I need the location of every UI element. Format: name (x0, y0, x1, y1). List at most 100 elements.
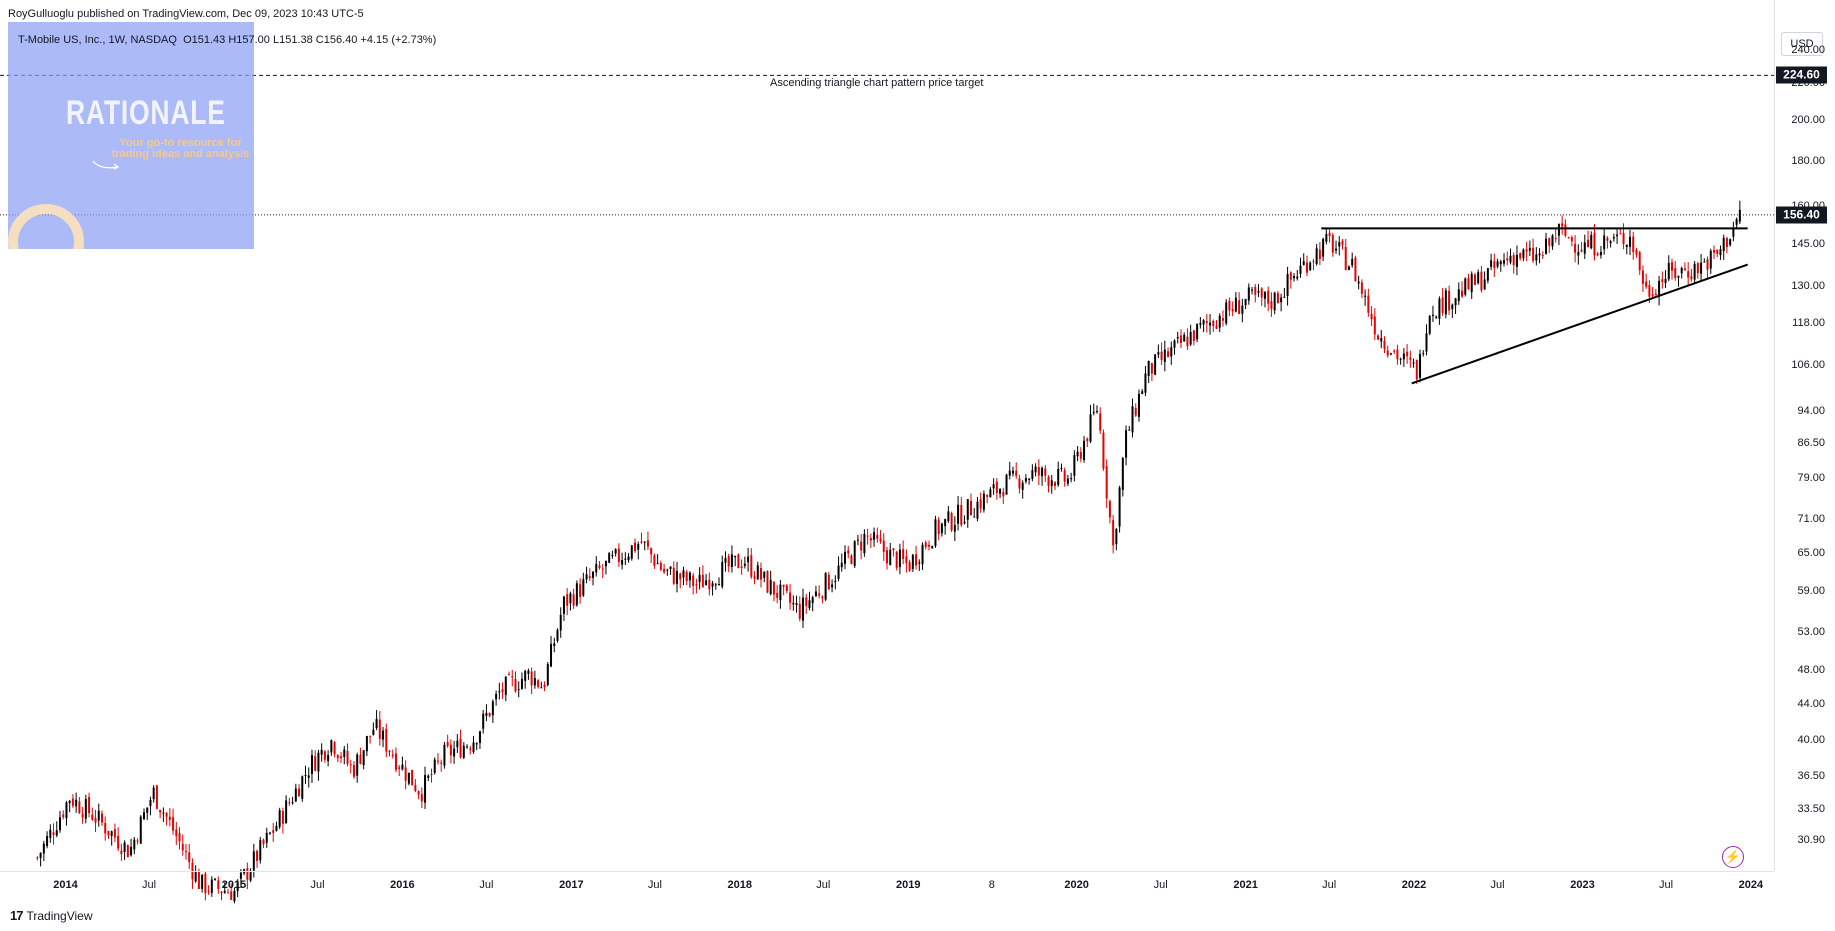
candle-body (1700, 262, 1703, 274)
candle-body (1267, 290, 1270, 304)
candle-body (1257, 290, 1260, 293)
candle-body (1263, 292, 1266, 299)
candle (1658, 275, 1661, 306)
candle-body (701, 574, 704, 588)
candle (834, 575, 837, 590)
candle (375, 710, 378, 731)
price-tick-label: 53.00 (1797, 625, 1825, 638)
candle-body (918, 562, 921, 564)
candle (1360, 279, 1363, 298)
candle (343, 746, 346, 765)
candle-body (1112, 520, 1115, 546)
candle-body (201, 874, 204, 889)
candle-body (1137, 393, 1140, 417)
candle-body (798, 603, 801, 619)
candle-body (1102, 432, 1105, 469)
candle-body (1729, 239, 1732, 246)
candle (924, 540, 927, 550)
candle-body (957, 504, 960, 524)
candle-body (1347, 266, 1350, 271)
candle-body (1619, 233, 1622, 235)
candle-body (482, 713, 485, 729)
candle-body (1131, 406, 1134, 433)
candle (750, 548, 753, 579)
candle-body (892, 548, 895, 551)
candle (950, 511, 953, 533)
candle-body (776, 592, 779, 598)
candle-body (1428, 315, 1431, 334)
time-tick-label: Jul (1490, 879, 1505, 891)
candle-body (940, 523, 943, 534)
candle (239, 869, 242, 888)
candle-body (533, 678, 536, 686)
currency-button[interactable]: USD (1781, 32, 1823, 56)
target-annotation[interactable]: Ascending triangle chart pattern price t… (770, 77, 984, 90)
candle-body (1528, 247, 1531, 251)
candle-body (1538, 253, 1541, 256)
candle-body (46, 835, 49, 847)
candle-body (1060, 468, 1063, 470)
candle-body (1661, 279, 1664, 282)
lightning-icon[interactable]: ⚡ (1722, 846, 1744, 868)
candle (449, 739, 452, 764)
candle-body (210, 879, 213, 893)
candle-body (1367, 295, 1370, 313)
candle-body (1515, 254, 1518, 267)
candle-body (730, 554, 733, 567)
candle (152, 785, 155, 803)
candle (84, 794, 87, 824)
candle (1473, 272, 1476, 286)
candle (1125, 425, 1128, 466)
candle (708, 572, 711, 596)
candle (824, 571, 827, 602)
candle (730, 545, 733, 573)
candle (417, 790, 420, 800)
time-tick-label: 2014 (53, 879, 78, 891)
candle-body (1302, 261, 1305, 265)
candle-body (1092, 411, 1095, 413)
candle-body (999, 489, 1002, 494)
candle (498, 682, 501, 700)
candle (1567, 236, 1570, 239)
candle (811, 595, 814, 612)
candle (831, 579, 834, 593)
candle (1635, 247, 1638, 258)
candle-body (682, 570, 685, 578)
candle (1370, 306, 1373, 326)
candle (695, 578, 698, 594)
candle (782, 584, 785, 596)
price-tick-label: 40.00 (1797, 734, 1825, 747)
time-tick-label: 2023 (1570, 879, 1595, 891)
candle (1557, 223, 1560, 246)
candle (1128, 425, 1131, 431)
candle (288, 797, 291, 806)
candle (107, 830, 110, 840)
candle-body (1364, 295, 1367, 297)
candle (1654, 288, 1657, 296)
tradingview-footer[interactable]: 17 TradingView (10, 908, 93, 923)
candle (1548, 237, 1551, 254)
candle-body (1690, 276, 1693, 280)
candle (1574, 235, 1577, 263)
candle (698, 567, 701, 590)
candle-body (1118, 487, 1121, 527)
price-axis[interactable] (1774, 0, 1835, 871)
time-axis[interactable] (0, 871, 1774, 902)
candle-body (1713, 249, 1716, 253)
candle (491, 699, 494, 723)
candle (265, 827, 268, 848)
candle-body (879, 538, 882, 542)
candle-body (1286, 274, 1289, 296)
candle-body (256, 850, 259, 861)
candle-body (1677, 276, 1680, 278)
candle (1011, 466, 1014, 477)
candle (1228, 297, 1231, 317)
candle (1448, 285, 1451, 315)
candle-body (1596, 253, 1599, 256)
candle (369, 735, 372, 744)
candle-body (1238, 300, 1241, 314)
candle (1173, 339, 1176, 355)
candle (853, 540, 856, 569)
candle-body (1444, 290, 1447, 315)
